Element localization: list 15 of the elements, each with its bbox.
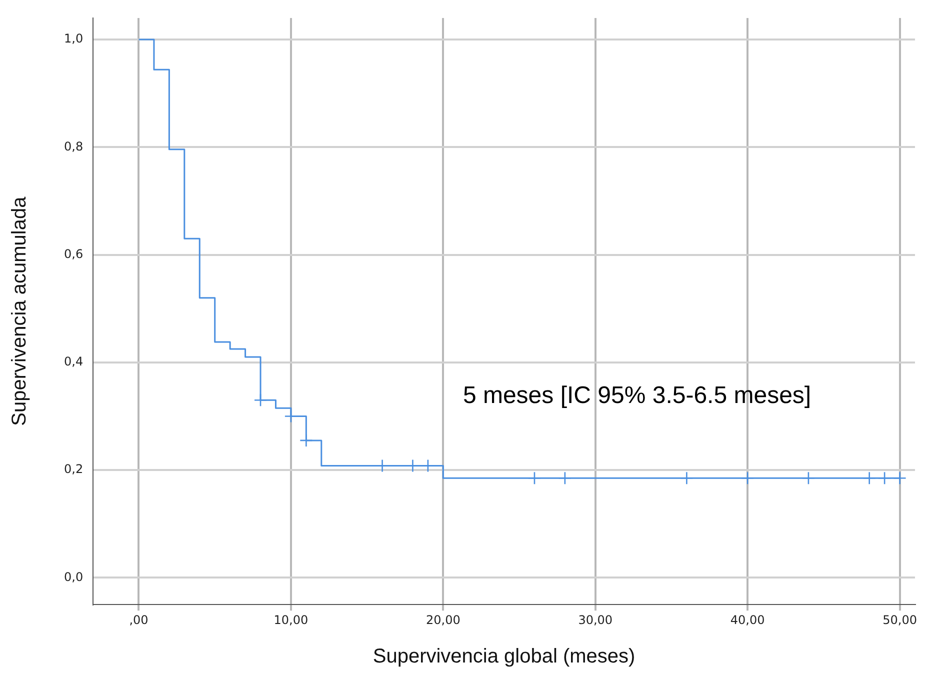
annotation: 5 meses [IC 95% 3.5-6.5 meses] [462,382,812,409]
y-axis-title: Supervivencia acumulada [8,196,31,426]
y-tick-label: 0,4 [64,354,84,369]
y-tick-label: 0,2 [64,462,84,476]
y-tick-label: 1,0 [64,32,84,46]
x-tick-label: 30,00 [578,612,613,627]
y-tick-label: 0,0 [64,570,84,584]
y-tick-label: 0,8 [64,139,84,154]
x-axis-title: Supervivencia global (meses) [372,646,636,668]
x-tick-label: 20,00 [426,612,460,627]
x-tick-label: 10,00 [274,612,308,627]
x-tick-label: ,00 [129,612,148,627]
x-tick-label: 50,00 [882,612,917,627]
y-tick-label: 0,6 [64,246,84,261]
x-tick-label: 40,00 [730,612,765,627]
